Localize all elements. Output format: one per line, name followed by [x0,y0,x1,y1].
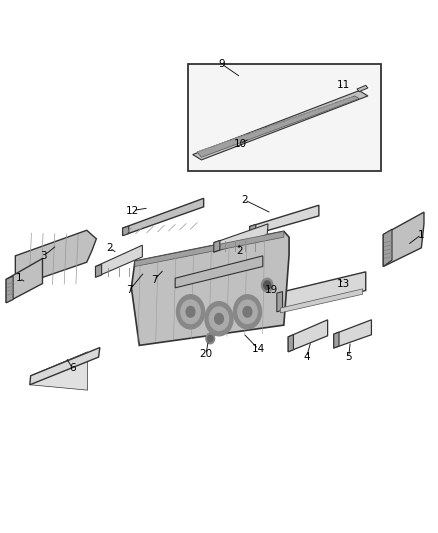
Polygon shape [30,348,100,385]
Text: 20: 20 [199,350,212,359]
Text: 1: 1 [16,273,23,283]
Text: 2: 2 [106,243,113,253]
Polygon shape [123,198,204,236]
Polygon shape [288,335,293,352]
Polygon shape [123,226,129,236]
Polygon shape [175,256,263,288]
Circle shape [208,335,213,342]
Text: 2: 2 [236,246,243,255]
Polygon shape [193,91,368,160]
Polygon shape [277,272,366,312]
Polygon shape [15,230,96,287]
Polygon shape [334,332,339,348]
Polygon shape [277,292,283,312]
Circle shape [209,307,229,330]
Text: 6: 6 [69,363,76,373]
Circle shape [206,333,215,344]
Circle shape [261,278,273,292]
Circle shape [238,300,257,324]
Polygon shape [357,85,368,92]
Polygon shape [95,264,102,277]
Text: 5: 5 [345,352,352,362]
Polygon shape [197,96,359,157]
Circle shape [205,302,233,336]
Text: 9: 9 [218,59,225,69]
Text: 7: 7 [151,275,158,285]
Circle shape [181,300,200,324]
Polygon shape [214,224,268,252]
Polygon shape [135,231,284,266]
Polygon shape [250,224,256,236]
Polygon shape [383,229,392,266]
Text: 4: 4 [303,352,310,362]
Circle shape [264,281,271,289]
Text: 1: 1 [418,230,425,239]
Polygon shape [334,320,371,348]
Polygon shape [131,231,289,345]
Polygon shape [214,240,220,252]
Text: 3: 3 [40,251,47,261]
Polygon shape [6,276,13,303]
Text: 10: 10 [233,139,247,149]
Text: 14: 14 [252,344,265,354]
Circle shape [233,295,261,329]
Polygon shape [95,245,142,277]
Polygon shape [280,289,363,313]
FancyBboxPatch shape [188,64,381,171]
Polygon shape [383,212,424,266]
Polygon shape [288,320,328,352]
Polygon shape [250,205,319,236]
Text: 7: 7 [126,286,133,295]
Text: 19: 19 [265,286,278,295]
Text: 12: 12 [126,206,139,215]
Circle shape [177,295,205,329]
Text: 2: 2 [241,195,248,205]
Polygon shape [6,259,42,303]
Text: 11: 11 [337,80,350,90]
Polygon shape [31,352,88,390]
Text: 13: 13 [337,279,350,288]
Circle shape [215,313,223,324]
Circle shape [243,306,252,317]
Circle shape [186,306,195,317]
